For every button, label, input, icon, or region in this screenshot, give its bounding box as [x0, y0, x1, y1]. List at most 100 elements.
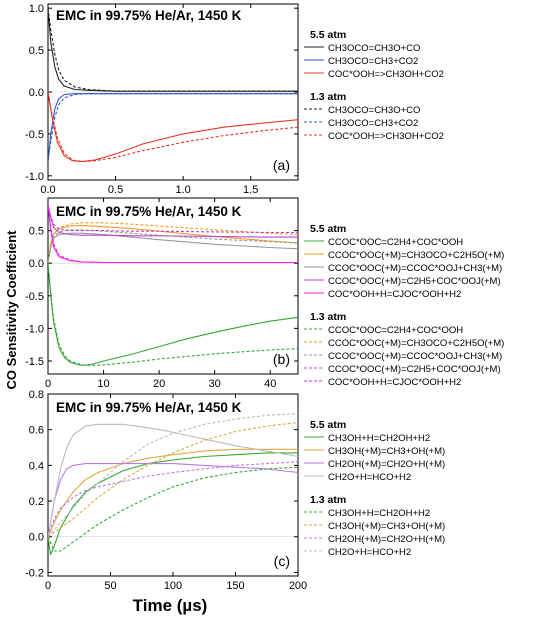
legend-entry: CCOC*OOC=C2H4+COC*OOH	[328, 237, 463, 248]
legend-entry: CH3OH+H=CH2OH+H2	[328, 433, 430, 444]
legend-heading: 1.3 atm	[310, 494, 346, 506]
legend-entry: CH3OH(+M)=CH3+OH(+M)	[328, 446, 445, 457]
x-tick-label: 1.5	[243, 184, 258, 196]
x-tick-label: 20	[153, 378, 165, 390]
y-tick-label: 0.2	[29, 496, 44, 508]
x-tick-label: 0	[45, 580, 51, 592]
series-line	[48, 263, 298, 367]
series-line	[48, 463, 298, 537]
series-line	[48, 232, 298, 264]
panel-1: 0 10 20 30 40 -1.5 -1.0 -0.5 0.0 0.5 EMC in 99.75%…	[25, 197, 504, 390]
panel-label: (b)	[273, 351, 290, 367]
legend-entry: CH3OCO=CH3O+CO	[328, 105, 420, 116]
legend-heading: 5.5 atm	[310, 29, 346, 41]
panel-title: EMC in 99.75% He/Ar, 1450 K	[56, 8, 242, 23]
x-tick-label: 50	[104, 580, 116, 592]
y-tick-label: 0.5	[29, 45, 44, 57]
y-tick-label: -0.5	[25, 129, 44, 141]
legend-entry: CCOC*OOC=C2H4+COC*OOH	[328, 325, 463, 336]
x-tick-label: 1.0	[175, 184, 190, 196]
legend-heading: 5.5 atm	[310, 419, 346, 431]
series-line	[48, 93, 298, 164]
legend-entry: CH3OCO=CH3+CO2	[328, 118, 418, 129]
legend-entry: CH3OCO=CH3+CO2	[328, 56, 418, 67]
plot-frame	[47, 393, 299, 577]
series-line	[48, 93, 298, 160]
legend: 5.5 atm CH3OCO=CH3O+CO CH3OCO=CH3+CO2 COC*O…	[304, 29, 444, 142]
legend-entry: CH3OCO=CH3O+CO	[328, 43, 420, 54]
legend-entry: COC*OOH=>CH3OH+CO2	[328, 69, 444, 80]
legend-entry: CCOC*OOC(+M)=CH3OCO+C2H5O(+M)	[328, 250, 504, 261]
legend-entry: CCOC*OOC(+M)=C2H5+COC*OOJ(+M)	[328, 276, 501, 287]
series-line	[48, 204, 298, 264]
x-tick-label: 0.5	[108, 184, 123, 196]
series-lines	[48, 413, 298, 556]
series-line	[48, 466, 298, 552]
y-tick-label: 0.6	[29, 425, 44, 437]
x-tick-label: 0.0	[40, 184, 55, 196]
y-tick-label: -0.2	[25, 567, 44, 579]
series-line	[48, 423, 298, 537]
legend-entry: COC*OOH=>CH3OH+CO2	[328, 131, 444, 142]
series-line	[48, 8, 298, 92]
legend-heading: 1.3 atm	[310, 91, 346, 103]
series-line	[48, 263, 298, 367]
y-tick-label: 0.4	[29, 460, 44, 472]
y-tick-label: 0.0	[29, 87, 44, 99]
series-line	[48, 222, 298, 264]
panel-0: 0.0 0.5 1.0 1.5 -1.0 -0.5 0.0 0.5 1.0 EMC in 99.7…	[25, 3, 444, 196]
legend-entry: CH2O+H=HCO+H2	[328, 547, 411, 558]
panel-2: 0 50 100 150 200 -0.2 0.0 0.2 0.4 0.6 0.8 EMC in 99…	[25, 389, 445, 592]
y-axis-label: CO Sensitivity Coefficient	[4, 230, 19, 390]
x-tick-label: 0	[45, 378, 51, 390]
x-tick-label: 40	[264, 378, 276, 390]
legend-entry: CH3OH+H=CH2OH+H2	[328, 508, 430, 519]
series-line	[48, 8, 298, 92]
series-line	[48, 204, 298, 234]
series-line	[48, 448, 298, 537]
panel-label: (a)	[273, 157, 290, 173]
plot-frame	[47, 197, 299, 375]
x-axis-label: Time (µs)	[133, 596, 208, 615]
x-tick-label: 100	[164, 580, 182, 592]
series-line	[48, 204, 298, 238]
legend-entry: CH2OH(+M)=CH2O+H(+M)	[328, 459, 445, 470]
x-tick-label: 200	[289, 580, 307, 592]
legend-entry: CH2OH(+M)=CH2O+H(+M)	[328, 534, 445, 545]
series-line	[48, 91, 298, 163]
series-lines	[48, 204, 298, 367]
legend-entry: CCOC*OOC(+M)=C2H5+COC*OOJ(+M)	[328, 364, 501, 375]
legend-entry: CCOC*OOC(+M)=CCOC*OOJ+CH3(+M)	[328, 263, 502, 274]
legend-entry: COC*OOH+H=CJOC*OOH+H2	[328, 289, 461, 300]
panel-title: EMC in 99.75% He/Ar, 1450 K	[56, 204, 242, 219]
legend: 5.5 atm CCOC*OOC=C2H4+COC*OOH CCOC*OOC(+M)…	[304, 223, 504, 388]
legend-heading: 1.3 atm	[310, 311, 346, 323]
legend-entry: CCOC*OOC(+M)=CH3OCO+C2H5O(+M)	[328, 338, 504, 349]
legend-heading: 5.5 atm	[310, 223, 346, 235]
series-line	[48, 461, 298, 537]
series-line	[48, 91, 298, 163]
panel-label: (c)	[274, 553, 290, 569]
y-tick-label: 1.0	[29, 3, 44, 15]
x-tick-label: 150	[226, 580, 244, 592]
legend-entry: CCOC*OOC(+M)=CCOC*OOJ+CH3(+M)	[328, 351, 502, 362]
x-tick-label: 10	[97, 378, 109, 390]
series-line	[48, 421, 298, 538]
y-tick-label: 0.8	[29, 389, 44, 401]
panel-title: EMC in 99.75% He/Ar, 1450 K	[56, 400, 242, 415]
series-lines	[48, 8, 298, 164]
series-line	[48, 224, 298, 264]
legend: 5.5 atm CH3OH+H=CH2OH+H2 CH3OH(+M)=CH3+OH(…	[304, 419, 445, 558]
series-line	[48, 413, 298, 538]
y-tick-label: 0.0	[29, 532, 44, 544]
y-tick-label: -1.0	[25, 323, 44, 335]
y-tick-label: -1.0	[25, 171, 44, 183]
legend-entry: COC*OOH+H=CJOC*OOH+H2	[328, 377, 461, 388]
y-tick-label: 0.5	[29, 226, 44, 238]
series-line	[48, 452, 298, 556]
legend-entry: CH2O+H=HCO+H2	[328, 472, 411, 483]
y-tick-label: -1.5	[25, 356, 44, 368]
y-tick-label: -0.5	[25, 291, 44, 303]
